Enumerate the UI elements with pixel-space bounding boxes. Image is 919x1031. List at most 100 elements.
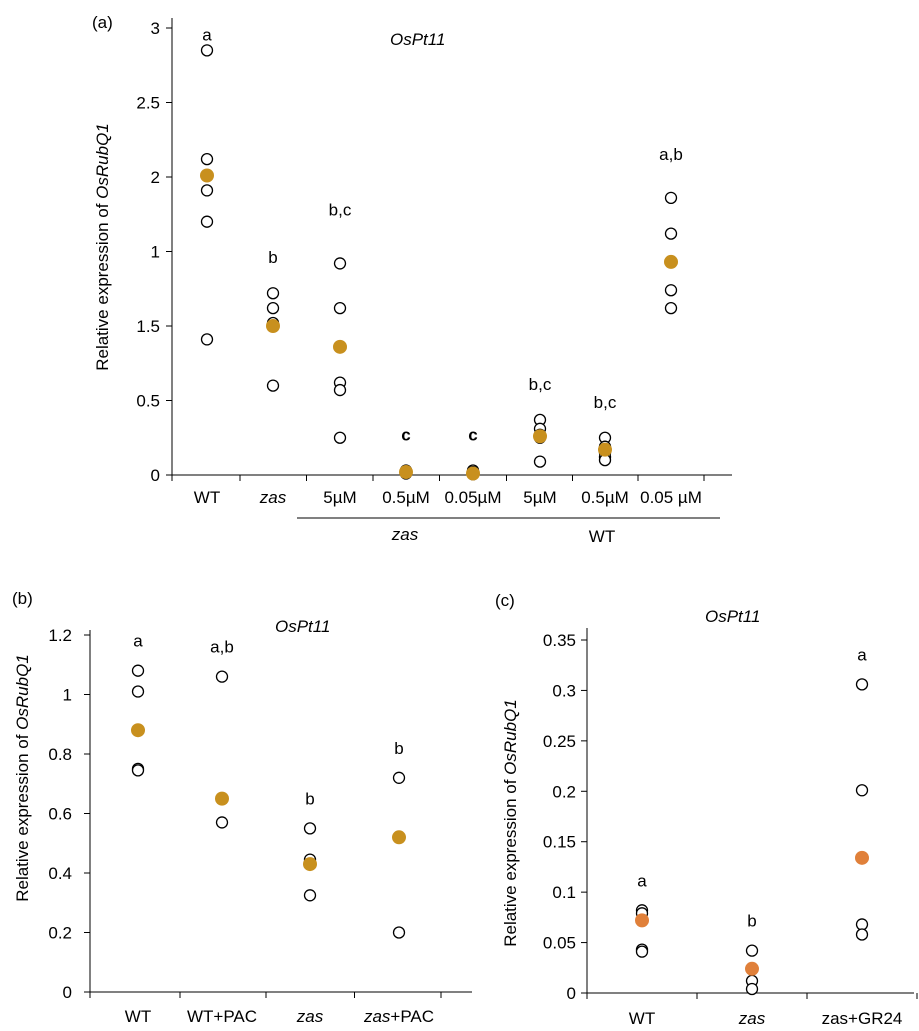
a-data-point <box>664 227 678 240</box>
b-ytick-label: 0.2 <box>48 924 72 943</box>
b-data-point <box>215 816 229 829</box>
a-significance-letter: b,c <box>594 393 617 412</box>
b-ytick-label: 0.6 <box>48 805 72 824</box>
a-data-point <box>333 383 347 397</box>
a-significance-letter: b <box>268 248 277 267</box>
a-category-label: 0.05 µM <box>640 488 702 507</box>
panel-b-ylabel: Relative expression of OsRubQ1 <box>13 654 32 902</box>
a-category-label: 0.5µM <box>382 488 430 507</box>
c-category-label: zas+GR24 <box>822 1009 903 1028</box>
a-significance-letter: a <box>202 25 212 44</box>
b-data-point <box>303 822 317 835</box>
c-data-point <box>855 928 869 941</box>
a-mean-point <box>598 442 612 457</box>
a-mean-point <box>466 466 480 481</box>
a-significance-letter: b,c <box>529 375 552 394</box>
panel-c-ylabel-gene: OsRubQ1 <box>501 699 520 775</box>
b-data-point <box>392 926 406 939</box>
a-data-point <box>200 184 214 197</box>
c-ytick-label: 0.3 <box>552 681 576 700</box>
a-data-point <box>333 257 347 270</box>
panel-c-label: (c) <box>495 591 515 610</box>
panel-c: (c) OsPt11 Relative expression of OsRubQ… <box>495 591 918 1028</box>
panel-b-label: (b) <box>12 589 33 608</box>
c-mean-point <box>635 913 649 928</box>
a-data-point <box>664 191 678 205</box>
panel-c-title: OsPt11 <box>705 607 760 626</box>
panel-a: (a) OsPt11 Relative expression of OsRubQ… <box>92 13 732 546</box>
a-data-point <box>200 333 214 346</box>
panel-a-group-label-zas: zas <box>391 525 419 544</box>
a-data-point <box>533 455 547 468</box>
a-mean-point <box>333 339 347 354</box>
a-data-point <box>200 152 214 166</box>
b-significance-letter: a <box>133 632 143 651</box>
a-significance-letter: a,b <box>659 145 683 164</box>
a-data-point <box>664 301 678 315</box>
a-category-label: 0.05µM <box>444 488 501 507</box>
b-significance-letter: b <box>305 789 314 808</box>
b-ytick-label: 1.2 <box>48 626 72 645</box>
a-ytick-label: 3 <box>151 19 160 38</box>
panel-b: (b) OsPt11 Relative expression of OsRubQ… <box>12 589 472 1026</box>
a-mean-point <box>399 465 413 480</box>
a-mean-point <box>533 429 547 444</box>
panel-b-ylabel-prefix: Relative expression of <box>13 730 32 902</box>
b-data-point <box>131 764 145 777</box>
panel-c-ylabel: Relative expression of OsRubQ1 <box>501 699 520 947</box>
c-ytick-label: 0.1 <box>552 883 576 902</box>
a-ytick-label: 1 <box>151 243 160 262</box>
c-significance-letter: b <box>747 912 756 931</box>
c-ytick-label: 0.25 <box>543 732 576 751</box>
b-data-point <box>303 889 317 902</box>
c-ytick-label: 0 <box>567 984 576 1003</box>
c-significance-letter: a <box>857 645 867 664</box>
a-category-label: 0.5µM <box>581 488 629 507</box>
panel-a-ylabel-prefix: Relative expression of <box>93 199 112 371</box>
c-ytick-label: 0.05 <box>543 934 576 953</box>
a-data-point <box>200 44 214 57</box>
b-data-point <box>215 670 229 683</box>
b-category-label: WT <box>125 1007 151 1026</box>
a-significance-letter: b,c <box>329 200 352 219</box>
a-category-label: WT <box>194 488 220 507</box>
a-ytick-label: 1.5 <box>136 317 160 336</box>
panel-c-ylabel-prefix: Relative expression of <box>501 775 520 947</box>
b-category-label: WT+PAC <box>187 1007 257 1026</box>
b-mean-point <box>303 857 317 872</box>
a-ytick-label: 0.5 <box>136 392 160 411</box>
c-data-point <box>745 982 759 996</box>
a-mean-point <box>664 254 678 269</box>
c-data-point <box>635 945 649 958</box>
b-data-point <box>131 664 145 677</box>
b-ytick-label: 0 <box>63 983 72 1002</box>
c-data-point <box>855 784 869 797</box>
panel-a-ylabel-gene: OsRubQ1 <box>93 123 112 199</box>
a-significance-letter: c <box>468 426 477 445</box>
b-data-point <box>131 685 145 698</box>
b-significance-letter: b <box>394 739 403 758</box>
a-ytick-label: 2.5 <box>136 94 160 113</box>
c-ytick-label: 0.35 <box>543 631 576 650</box>
a-mean-point <box>200 168 214 183</box>
a-significance-letter: c <box>401 426 410 445</box>
c-ytick-label: 0.15 <box>543 833 576 852</box>
b-ytick-label: 1 <box>63 686 72 705</box>
a-data-point <box>664 284 678 297</box>
c-category-label: WT <box>629 1009 655 1028</box>
a-data-point <box>200 215 214 228</box>
a-ytick-label: 0 <box>151 466 160 485</box>
panel-a-title: OsPt11 <box>390 30 445 49</box>
a-data-point <box>333 431 347 444</box>
c-data-point <box>745 944 759 957</box>
a-category-label: zas <box>259 488 287 507</box>
b-category-label: zas+PAC <box>363 1007 434 1026</box>
c-data-point <box>855 918 869 931</box>
panel-b-title: OsPt11 <box>275 617 330 636</box>
b-ytick-label: 0.8 <box>48 745 72 764</box>
b-significance-letter: a,b <box>210 638 234 657</box>
c-category-label: zas <box>738 1009 766 1028</box>
c-mean-point <box>855 850 869 865</box>
panel-a-label: (a) <box>92 13 113 32</box>
